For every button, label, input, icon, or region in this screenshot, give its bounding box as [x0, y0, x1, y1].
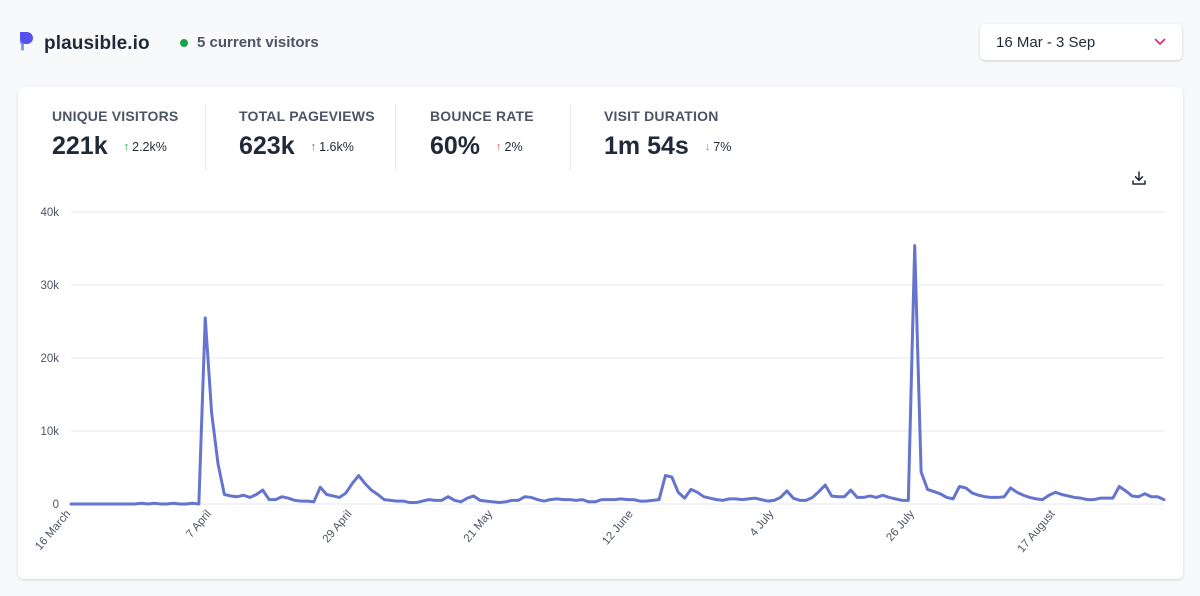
- y-tick-label: 20k: [40, 353, 59, 365]
- stat-value: 60%: [430, 132, 481, 160]
- arrow-up-icon: ↑: [496, 140, 502, 153]
- stat-value: 623k: [239, 132, 295, 160]
- visitors-line-chart[interactable]: 0 10k 20k 30k 40k 16 March 7 April 29 April 21 M…: [18, 87, 1183, 579]
- stat-bounce-rate[interactable]: BOUNCE RATE 60% ↑ 2%: [430, 107, 534, 169]
- stats-card: UNIQUE VISITORS 221k ↑ 2.2k% TOTAL PAGEV…: [18, 87, 1183, 579]
- x-tick-label: 16 March: [33, 508, 73, 552]
- stat-unique-visitors[interactable]: UNIQUE VISITORS 221k ↑ 2.2k%: [52, 107, 178, 169]
- stat-change: ↑ 2%: [496, 140, 523, 154]
- stat-change-value: 2%: [504, 139, 523, 154]
- download-button[interactable]: [1131, 170, 1149, 188]
- stat-label: UNIQUE VISITORS: [52, 108, 179, 124]
- x-tick-label: 29 April: [321, 508, 355, 545]
- x-tick-label: 12 June: [600, 508, 636, 547]
- chevron-down-icon: [1154, 38, 1166, 46]
- stat-divider: [570, 104, 571, 170]
- top-bar: plausible.io 5 current visitors 16 Mar -…: [0, 0, 1200, 86]
- plausible-logo-icon: [18, 31, 34, 56]
- y-tick-label: 10k: [40, 426, 59, 438]
- x-tick-label: 17 August: [1016, 508, 1059, 556]
- arrow-down-icon: ↓: [704, 140, 711, 153]
- stat-change: ↓ 7%: [705, 140, 732, 154]
- x-tick-label: 26 July: [884, 508, 917, 544]
- site-logo[interactable]: plausible.io: [18, 31, 150, 56]
- stat-label: BOUNCE RATE: [430, 108, 534, 124]
- stat-value: 221k: [52, 132, 108, 160]
- date-range-picker[interactable]: 16 Mar - 3 Sep: [980, 24, 1182, 60]
- download-icon: [1131, 170, 1149, 186]
- stat-label: VISIT DURATION: [604, 108, 719, 124]
- stat-divider: [205, 104, 206, 170]
- arrow-up-icon: ↑: [123, 140, 130, 153]
- stat-change-value: 2.2k%: [132, 139, 167, 154]
- x-tick-label: 21 May: [462, 508, 496, 545]
- site-name: plausible.io: [44, 32, 150, 54]
- stat-label: TOTAL PAGEVIEWS: [239, 108, 375, 124]
- current-visitors[interactable]: 5 current visitors: [180, 34, 319, 51]
- live-indicator-dot: [180, 38, 188, 47]
- x-tick-label: 7 April: [184, 508, 214, 540]
- stat-change: ↑ 2.2k%: [124, 140, 167, 154]
- stat-total-pageviews[interactable]: TOTAL PAGEVIEWS 623k ↑ 1.6k%: [239, 107, 375, 169]
- current-visitors-label: 5 current visitors: [197, 34, 319, 51]
- stat-change-value: 7%: [713, 139, 732, 154]
- y-tick-label: 0: [53, 499, 59, 511]
- stat-divider: [395, 104, 396, 170]
- date-range-label: 16 Mar - 3 Sep: [996, 33, 1096, 51]
- stat-value: 1m 54s: [604, 132, 689, 160]
- visitors-series-line: [69, 244, 1166, 506]
- x-tick-label: 4 July: [748, 508, 777, 539]
- stat-visit-duration[interactable]: VISIT DURATION 1m 54s ↓ 7%: [604, 107, 731, 169]
- y-tick-label: 30k: [40, 280, 59, 292]
- stat-change-value: 1.6k%: [319, 139, 354, 154]
- stat-change: ↑ 1.6k%: [311, 140, 354, 154]
- y-tick-label: 40k: [40, 207, 59, 219]
- arrow-up-icon: ↑: [310, 140, 317, 153]
